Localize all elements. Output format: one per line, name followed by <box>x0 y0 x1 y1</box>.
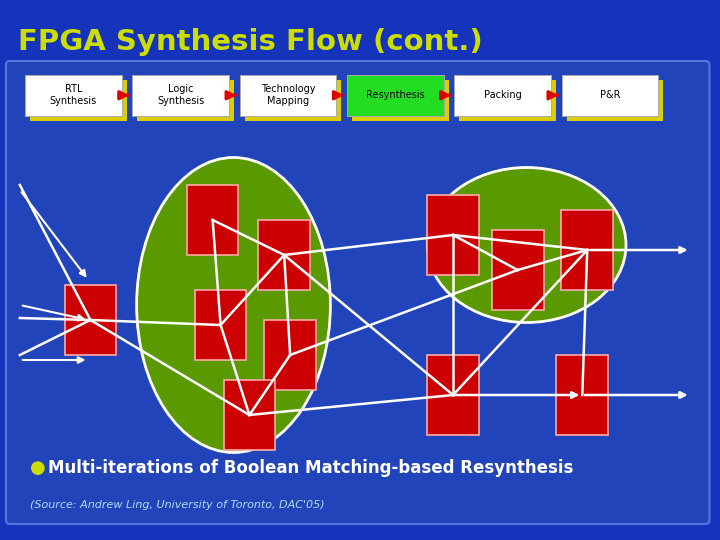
Text: Multi-iterations of Boolean Matching-based Resynthesis: Multi-iterations of Boolean Matching-bas… <box>48 459 573 477</box>
Bar <box>459 80 556 120</box>
Bar <box>132 75 229 116</box>
Bar <box>454 75 551 116</box>
Bar <box>347 75 444 116</box>
Text: P&R: P&R <box>600 90 620 100</box>
Bar <box>194 290 246 360</box>
Text: Packing: Packing <box>484 90 521 100</box>
Text: Technology
Mapping: Technology Mapping <box>261 84 315 106</box>
Bar <box>224 380 275 450</box>
Bar <box>567 80 663 120</box>
Bar <box>427 195 479 275</box>
Text: Resynthesis: Resynthesis <box>366 90 425 100</box>
Text: RTL
Synthesis: RTL Synthesis <box>50 84 97 106</box>
FancyBboxPatch shape <box>6 61 709 524</box>
Bar <box>264 320 316 390</box>
Bar <box>562 75 658 116</box>
Ellipse shape <box>427 167 626 322</box>
Ellipse shape <box>137 158 330 453</box>
Text: Logic
Synthesis: Logic Synthesis <box>157 84 204 106</box>
Text: ●: ● <box>30 459 45 477</box>
Bar <box>240 75 336 116</box>
Bar <box>30 80 127 120</box>
Bar <box>562 210 613 290</box>
Text: (Source: Andrew Ling, University of Toronto, DAC'05): (Source: Andrew Ling, University of Toro… <box>30 500 325 510</box>
Bar <box>245 80 341 120</box>
Text: FPGA Synthesis Flow (cont.): FPGA Synthesis Flow (cont.) <box>18 28 482 56</box>
Bar <box>352 80 449 120</box>
Bar <box>492 230 544 310</box>
Bar <box>557 355 608 435</box>
Bar <box>186 185 238 255</box>
Bar <box>258 220 310 290</box>
Bar <box>427 355 479 435</box>
Bar <box>138 80 234 120</box>
Bar <box>25 75 122 116</box>
Bar <box>65 285 116 355</box>
